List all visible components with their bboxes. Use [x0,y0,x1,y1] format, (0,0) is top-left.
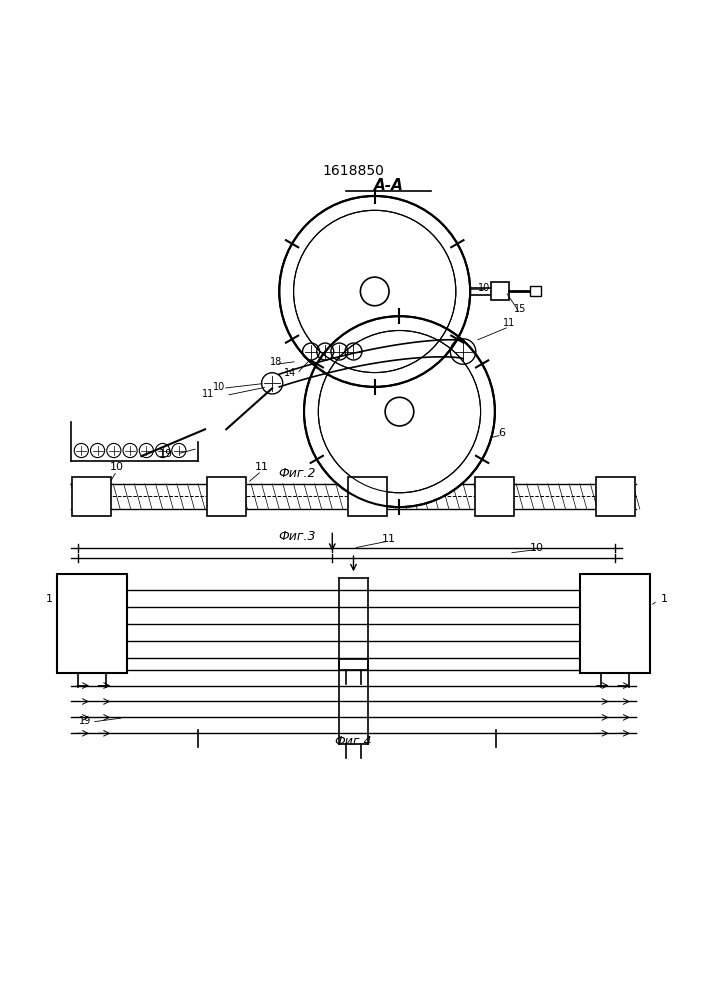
Bar [595,477,634,516]
Text: 19: 19 [78,716,91,726]
Bar [57,574,127,673]
Text: A-A: A-A [374,178,404,193]
Text: 1618850: 1618850 [322,164,385,178]
Bar [580,574,650,673]
Text: 15: 15 [513,304,526,314]
Text: 11: 11 [202,389,215,399]
Text: 1: 1 [661,594,668,604]
Bar [475,477,515,516]
Bar [491,282,509,300]
Text: Фиг.2: Фиг.2 [278,467,316,480]
Circle shape [385,397,414,426]
Text: 10: 10 [213,382,226,392]
Bar [206,477,245,516]
Text: 10: 10 [478,283,491,293]
Bar [72,477,111,516]
Text: 10: 10 [530,543,544,553]
Text: 14: 14 [284,368,296,378]
Text: 19: 19 [159,449,173,459]
Text: 9: 9 [477,400,484,410]
Text: 9: 9 [329,219,336,229]
Text: 11: 11 [255,462,269,472]
Text: 1: 1 [46,594,53,604]
Circle shape [279,196,470,387]
Text: 6: 6 [498,428,506,438]
Text: 8: 8 [279,283,286,293]
Bar [530,286,541,296]
Text: 13: 13 [464,354,477,364]
Text: Фиг.3: Фиг.3 [278,530,316,543]
Bar [348,477,387,516]
Circle shape [304,316,495,507]
Text: 11: 11 [503,318,515,328]
Text: 11: 11 [382,534,396,544]
Text: 18: 18 [269,357,282,367]
Text: Фиг.4: Фиг.4 [334,735,373,748]
Text: 10: 10 [110,462,124,472]
Text: 13: 13 [78,661,91,671]
Circle shape [361,277,389,306]
